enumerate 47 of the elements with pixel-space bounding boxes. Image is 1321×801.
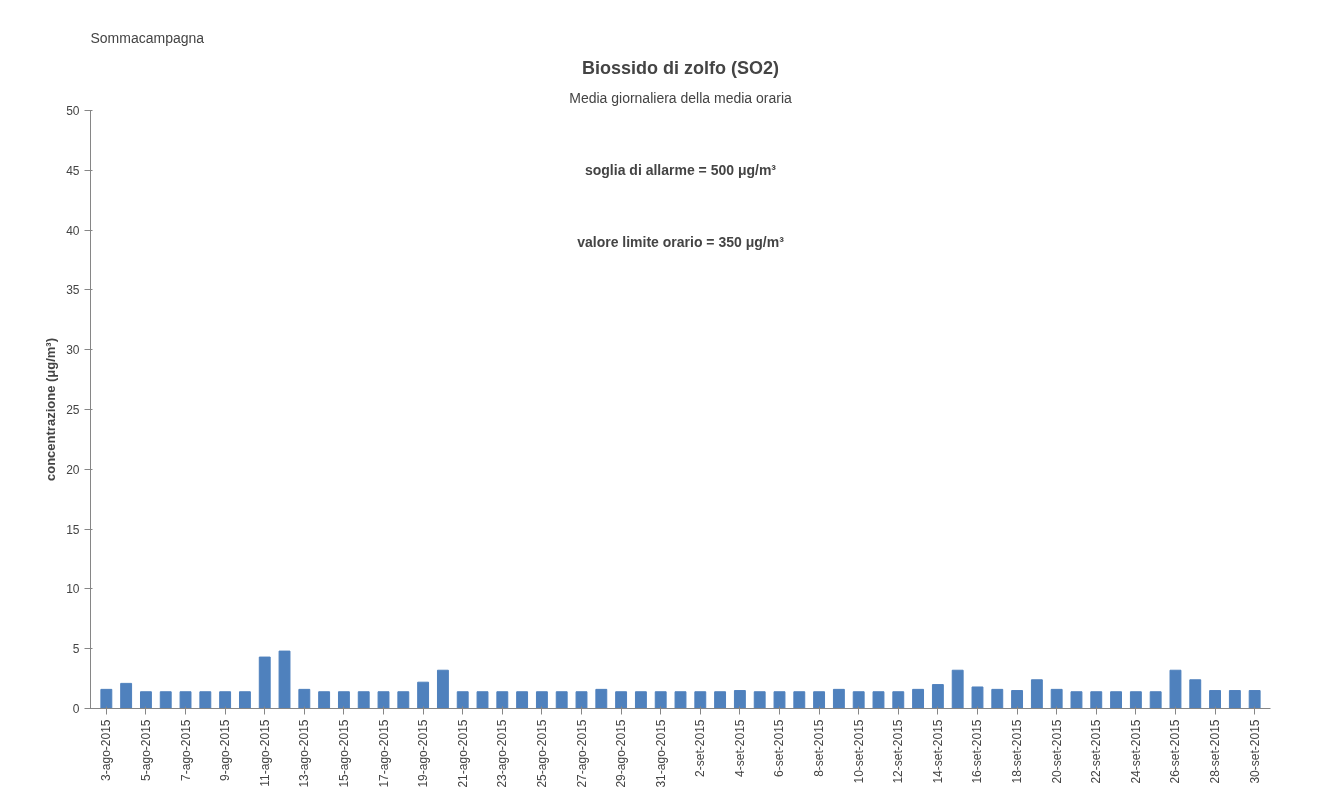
x-tick-label: 30-set-2015: [1247, 719, 1262, 784]
x-tick-label: 10-set-2015: [851, 719, 866, 784]
y-tick-label: 10: [66, 582, 80, 597]
y-tick-label: 50: [66, 104, 80, 118]
x-tick-label: 16-set-2015: [970, 719, 985, 784]
y-tick-label: 30: [66, 343, 80, 358]
x-tick-label: 31-ago-2015: [653, 719, 668, 788]
y-axis-title: concentrazione (μg/m³): [43, 337, 59, 482]
chart-subtitle: Media giornaliera della media oraria: [569, 89, 792, 106]
y-tick-label: 0: [72, 702, 80, 716]
x-tick-label: 5-ago-2015: [138, 719, 153, 781]
y-tick-label: 25: [66, 403, 80, 417]
x-tick-label: 18-set-2015: [1010, 719, 1025, 784]
x-tick-label: 29-ago-2015: [614, 719, 629, 788]
x-tick-label: 9-ago-2015: [218, 719, 233, 781]
y-tick-label: 5: [72, 642, 80, 657]
x-tick-label: 27-ago-2015: [574, 719, 589, 788]
x-tick-label: 12-set-2015: [891, 719, 906, 784]
x-tick-label: 25-ago-2015: [534, 719, 549, 788]
x-tick-label: 28-set-2015: [1208, 719, 1223, 784]
x-tick-label: 14-set-2015: [930, 719, 945, 784]
x-tick-label: 7-ago-2015: [178, 719, 193, 781]
x-tick-label: 6-set-2015: [772, 719, 787, 777]
annotation: valore limite orario = 350 μg/m³: [577, 234, 785, 251]
x-tick-label: 13-ago-2015: [297, 719, 312, 788]
x-tick-label: 4-set-2015: [732, 719, 747, 777]
x-tick-label: 3-ago-2015: [99, 719, 114, 781]
x-tick-label: 23-ago-2015: [495, 719, 510, 788]
chart-title: Biossido di zolfo (SO2): [582, 57, 779, 78]
x-tick-label: 20-set-2015: [1049, 719, 1064, 784]
x-tick-label: 11-ago-2015: [257, 719, 272, 787]
x-tick-label: 24-set-2015: [1128, 719, 1143, 784]
x-tick-label: 15-ago-2015: [336, 719, 351, 788]
x-tick-label: 19-ago-2015: [416, 719, 431, 788]
x-tick-label: 8-set-2015: [812, 719, 827, 777]
x-tick-label: 21-ago-2015: [455, 719, 470, 788]
y-tick-label: 40: [66, 223, 80, 238]
y-tick-label: 15: [66, 522, 80, 537]
y-tick-label: 45: [66, 163, 80, 178]
text: Sommacampagna: [90, 29, 205, 46]
x-tick-label: 22-set-2015: [1089, 719, 1104, 784]
x-tick-label: 26-set-2015: [1168, 719, 1183, 784]
y-tick-label: 35: [66, 283, 80, 298]
annotation: soglia di allarme = 500 μg/m³: [584, 162, 777, 179]
x-tick-label: 17-ago-2015: [376, 719, 391, 788]
y-tick-label: 20: [66, 462, 80, 477]
x-tick-label: 2-set-2015: [693, 719, 708, 777]
